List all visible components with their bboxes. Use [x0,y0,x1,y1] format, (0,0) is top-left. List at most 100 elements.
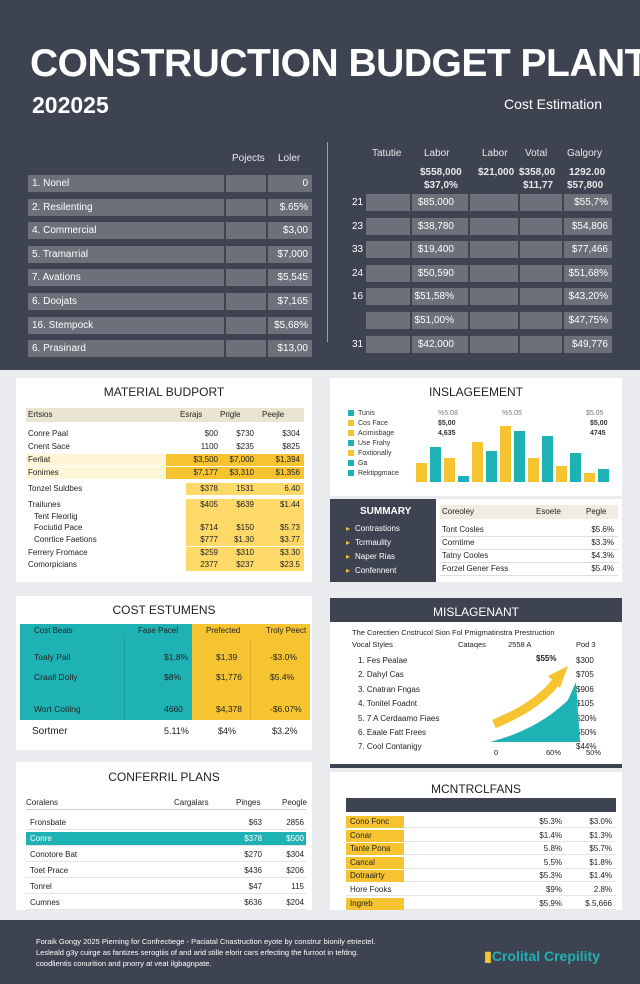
material-title: MATERIAL BUDPORT [103,385,225,399]
mont-row: Conar $1.4% $1.3% [346,829,616,842]
chart-bar [584,473,595,482]
summary-row-value: $3.3% [591,538,614,547]
cost-row-c: $5.4% [270,672,295,682]
mont-row-highlight [346,829,404,842]
plans-table: Coralens Cargalars Pinges Peogle Fronsbate $6… [26,796,307,910]
summary-item: ▸ Naper Rias [346,552,395,561]
material-header-cell: Ertsios [28,410,53,419]
cell-divider [224,269,226,287]
material-card: MATERIAL BUDPORT Ertsios Esrajs Prigle Peej… [16,378,312,582]
right-row-b: $43,20% [568,291,608,303]
ins-val-b2: 4745 [590,430,606,437]
cell-divider [410,241,412,259]
mis-header-cell: Cataqes [458,640,486,649]
cost-row-name: Wort Cotilng [34,704,81,714]
cell-divider [468,241,470,259]
plans-row-name: Fronsbate [30,818,67,827]
cost-card: COST ESTUMENS Cost Beals Fase Pacel Prefec… [16,596,312,750]
mont-row-b: $1.8% [589,857,612,867]
mis-axis-0: 0 [494,748,499,757]
mont-row-name: Cono Fonc [350,817,390,826]
mis-header-cell: 2558 A [508,640,532,649]
left-table-row: 1. Nonel 0 [28,175,312,192]
cost-header-bg [124,624,192,638]
growth-area [490,682,580,742]
summary-header-cell: Esoete [536,507,561,516]
cell-divider [468,194,470,211]
right-row-number: 23 [352,220,364,232]
plans-row-b: $206 [286,866,304,875]
material-val-c: $3.77 [279,535,300,544]
material-val-c: $1,394 [275,455,300,464]
cell-divider [562,194,564,211]
right-table-row: $51,58% $43,20% [366,288,612,306]
material-row: Comorpicians 2377 $237 $23.5 [26,559,304,571]
cell-divider [224,222,226,240]
summary-row-name: Forzel Gener Fess [442,564,509,573]
right-top-c1: $358,00 [519,167,556,178]
material-val-c: $1,356 [275,468,300,477]
plans-row-a: $378 [244,834,262,843]
cell-divider [266,316,268,334]
material-val-b: $1.30 [233,535,254,544]
summary-title: SUMMARY [360,506,412,517]
mis-value: $300 [576,656,594,665]
right-row-number: 31 [352,338,364,350]
cost-row-b: $1,776 [216,672,242,682]
material-name: Fociutid Pace [34,523,83,532]
summary-item-label: Tcrmaulity [355,538,392,547]
mis-item: 5. 7 A Cerdaamo Fiaes [358,713,440,723]
mis-title: MISLAGENANT [432,605,519,619]
mis-subtitle: The Corectien Cnstrucol Sion Fol Pmigmat… [352,628,555,637]
right-row-b: $77,466 [571,244,608,256]
chart-bar [444,457,455,482]
summary-row-name: Corntime [442,538,475,547]
cost-row: Craall Dolly $8% $1,776 $5.4% [20,672,310,686]
mont-row-highlight [346,856,404,869]
material-row: Ferrery Fromace $259 $310 $3.30 [26,547,304,559]
material-row: Conre Paal $00 $730 $304 [26,428,304,440]
mis-item: 3. Cnatran Fngas [358,684,420,694]
chart-bar [500,425,511,482]
legend-label: Acimisbage [358,430,395,437]
right-row-number: 24 [352,267,364,279]
mont-row-a: $5.3% [539,817,562,826]
right-col-2: Labor [424,148,450,159]
mont-row-a: $5.3% [539,871,562,881]
cost-header-bg [20,624,124,638]
cell-divider [266,293,268,310]
right-table-row: $51,00% $47,75% [366,312,612,329]
cell-divider [266,175,268,192]
summary-item: ▸ Confennent [346,566,396,575]
inslagement-title: INSLAGEEMENT [428,385,524,399]
plans-row-name: Toet Prace [30,866,69,875]
right-row-a: $19,400 [417,244,454,256]
cell-divider [224,198,226,216]
header-band: CONSTRUCTION BUDGET PLANT 202025 Cost Es… [0,0,640,370]
cost-footer-name: Sortmer [32,726,68,737]
plans-row-a: $436 [244,866,262,875]
material-row: Cnent Sace 1100 $235 $825 [26,441,304,453]
material-row: Fociutid Pace $714 $150 $5.73 [26,522,304,534]
legend-entry: Cos Face [348,420,388,427]
mis-axis-2: 50% [586,748,602,757]
cell-divider [518,312,520,329]
left-table-row: 6. Prasinard $13,00 [28,340,312,358]
right-col-3: Labor [482,148,508,159]
chart-bar [514,430,525,482]
cell-divider [468,264,470,282]
chart-bar [542,435,553,482]
cost-header-cell: Prefected [206,626,241,635]
cell-divider [468,217,470,235]
legend-label: Tunis [358,410,375,417]
cell-divider [562,241,564,259]
cost-title: COST ESTUMENS [112,603,216,617]
chart-bar [486,451,497,482]
mont-row-name: Conar [350,830,372,840]
cost-table: Cost Beals Fase Pacel Prefected Troly Peect… [20,624,310,746]
left-row-value: $7,165 [277,296,308,307]
legend-entry: Ga [348,460,367,467]
left-row-value: $7,000 [277,248,308,260]
bullet-icon: ▸ [346,552,351,561]
mis-highlight: $55% [536,654,557,663]
